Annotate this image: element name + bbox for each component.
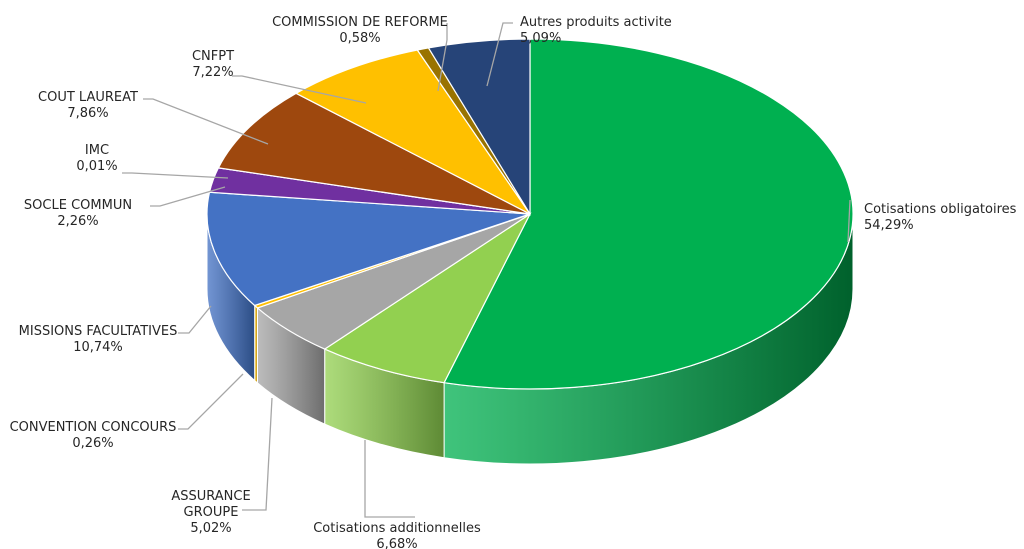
leader-line-assurance-groupe [242,397,273,511]
data-label-value-convention-concours: 0,26% [72,436,113,451]
leader-line-cout-laureat [143,98,269,145]
data-label-name-cnfpt: CNFPT [192,49,234,64]
data-label-name-cotisations-obligatoires: Cotisations obligatoires [864,202,1017,217]
slice-autres-produits-activite [427,38,531,217]
leader-line-cnfpt [232,75,367,104]
leader-line-autres-produits-activite [486,22,513,87]
slice-missions-facultatives [206,191,531,307]
data-label-value-cnfpt: 7,22% [192,65,233,80]
data-label-value-assurance-groupe: 5,02% [190,521,231,536]
data-label-value-missions-facultatives: 10,74% [73,340,123,355]
data-label-name-assurance-groupe: ASSURANCE [171,489,250,504]
data-label-name-socle-commun: SOCLE COMMUN [24,198,132,213]
data-label-name-imc: IMC [85,143,109,158]
slice-cout-laureat [217,92,531,215]
data-label-name-missions-facultatives: MISSIONS FACULTATIVES [19,324,178,339]
data-label-name-commission-de-reforme: COMMISSION DE REFORME [272,15,448,30]
leader-line-socle-commun [150,186,226,207]
leader-line-cotisations-obligatoires [847,199,851,243]
data-label-value-cotisations-additionnelles: 6,68% [376,537,417,549]
data-label-name-assurance-groupe: GROUPE [184,505,239,520]
leader-line-commission-de-reforme [437,23,448,92]
slice-cnfpt [294,49,531,215]
leader-line-cotisations-additionnelles [364,440,415,518]
leader-line-missions-facultatives [178,305,212,334]
data-label-name-autres-produits-activite: Autres produits activite [520,15,672,30]
data-label-name-convention-concours: CONVENTION CONCOURS [10,420,177,435]
data-label-value-autres-produits-activite: 5,09% [520,31,561,46]
slice-cotisations-additionnelles [323,212,532,384]
data-label-value-cotisations-obligatoires: 54,29% [864,218,914,233]
leader-line-imc [122,172,229,179]
slice-cotisations-obligatoires [443,38,854,390]
leader-lines [122,22,851,518]
leader-line-convention-concours [178,373,244,430]
data-label-value-socle-commun: 2,26% [57,214,98,229]
data-label-value-imc: 0,01% [76,159,117,174]
pie-slices [206,38,854,390]
data-label-value-commission-de-reforme: 0,58% [339,31,380,46]
data-label-name-cout-laureat: COUT LAUREAT [38,90,138,105]
data-label-name-cotisations-additionnelles: Cotisations additionnelles [313,521,481,536]
pie-sides [206,213,854,465]
data-label-value-cout-laureat: 7,86% [67,106,108,121]
